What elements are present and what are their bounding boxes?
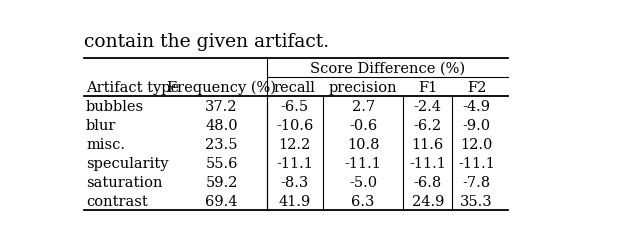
Text: 2.7: 2.7 xyxy=(352,99,375,113)
Text: 24.9: 24.9 xyxy=(411,194,444,208)
Text: -4.9: -4.9 xyxy=(462,99,491,113)
Text: 23.5: 23.5 xyxy=(205,137,238,151)
Text: Frequency (%): Frequency (%) xyxy=(167,80,276,95)
Text: -6.2: -6.2 xyxy=(414,118,442,132)
Text: misc.: misc. xyxy=(86,137,125,151)
Text: 48.0: 48.0 xyxy=(205,118,238,132)
Text: 6.3: 6.3 xyxy=(352,194,375,208)
Text: blur: blur xyxy=(86,118,117,132)
Text: 59.2: 59.2 xyxy=(205,175,238,189)
Text: 69.4: 69.4 xyxy=(205,194,238,208)
Text: -6.5: -6.5 xyxy=(281,99,309,113)
Text: -11.1: -11.1 xyxy=(410,156,446,170)
Text: bubbles: bubbles xyxy=(86,99,144,113)
Text: 12.0: 12.0 xyxy=(461,137,493,151)
Text: Score Difference (%): Score Difference (%) xyxy=(310,62,465,76)
Text: -6.8: -6.8 xyxy=(414,175,442,189)
Text: -7.8: -7.8 xyxy=(462,175,491,189)
Text: -9.0: -9.0 xyxy=(462,118,491,132)
Text: F2: F2 xyxy=(467,81,486,95)
Text: 35.3: 35.3 xyxy=(461,194,493,208)
Text: -10.6: -10.6 xyxy=(276,118,314,132)
Text: -11.1: -11.1 xyxy=(277,156,313,170)
Text: -8.3: -8.3 xyxy=(281,175,309,189)
Text: contrast: contrast xyxy=(86,194,148,208)
Text: 11.6: 11.6 xyxy=(412,137,444,151)
Text: -11.1: -11.1 xyxy=(458,156,495,170)
Text: 12.2: 12.2 xyxy=(278,137,311,151)
Text: -11.1: -11.1 xyxy=(345,156,382,170)
Text: F1: F1 xyxy=(418,81,437,95)
Text: saturation: saturation xyxy=(86,175,163,189)
Text: contain the given artifact.: contain the given artifact. xyxy=(84,33,329,51)
Text: Artifact type: Artifact type xyxy=(86,81,179,95)
Text: specularity: specularity xyxy=(86,156,169,170)
Text: 41.9: 41.9 xyxy=(278,194,311,208)
Text: -2.4: -2.4 xyxy=(414,99,442,113)
Text: recall: recall xyxy=(274,81,316,95)
Text: precision: precision xyxy=(329,81,398,95)
Text: 10.8: 10.8 xyxy=(347,137,379,151)
Text: -5.0: -5.0 xyxy=(349,175,377,189)
Text: 37.2: 37.2 xyxy=(205,99,238,113)
Text: 55.6: 55.6 xyxy=(205,156,238,170)
Text: -0.6: -0.6 xyxy=(349,118,377,132)
